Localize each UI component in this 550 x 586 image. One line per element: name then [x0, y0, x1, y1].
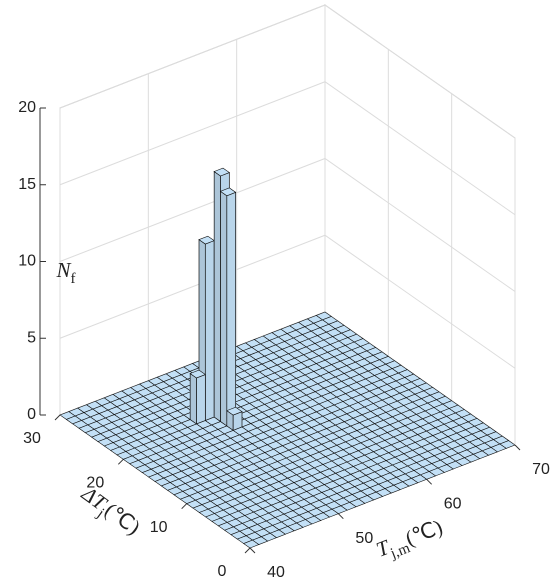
z-tick-label: 20: [18, 99, 36, 116]
bar-front: [204, 240, 215, 422]
x-tick-label: 60: [444, 496, 462, 513]
y-axis-label-part: (℃): [100, 498, 145, 540]
z-tick-label: 5: [27, 329, 36, 346]
z-axis-label: Nf: [55, 258, 75, 288]
bar: [189, 369, 206, 425]
bar-top: [226, 406, 243, 416]
bar-front: [226, 191, 237, 427]
bar: [243, 539, 260, 549]
y-tick: [54, 414, 61, 421]
y-axis-label: ΔTj(℃): [74, 481, 145, 544]
y-tick: [181, 503, 188, 510]
bars: [59, 167, 516, 549]
bar-side: [220, 190, 228, 427]
y-tick-label: 0: [218, 563, 227, 580]
bar-side: [189, 372, 197, 425]
y-tick: [244, 547, 251, 554]
x-tick: [514, 444, 521, 451]
bar-top: [243, 539, 260, 549]
x-tick: [249, 547, 256, 554]
x-tick-label: 70: [532, 461, 550, 478]
bar-top: [189, 369, 206, 379]
walls: [39, 4, 521, 554]
x-axis-label: Tj,m(℃): [373, 514, 448, 566]
z-tick-label: 15: [18, 176, 36, 193]
y-tick-label: 20: [86, 475, 104, 492]
bar-front: [196, 374, 206, 425]
x-tick-label: 50: [355, 530, 373, 547]
bar-top: [219, 187, 237, 197]
x-tick-label: 40: [267, 564, 285, 581]
bar: [219, 187, 237, 427]
z-tick-label: 10: [18, 253, 36, 270]
x-tick: [426, 478, 433, 485]
y-tick-label: 30: [23, 430, 41, 447]
y-tick-label: 10: [150, 519, 168, 536]
bar-top: [198, 235, 215, 245]
bar: [226, 406, 243, 432]
z-axis-label-part: N: [55, 258, 71, 282]
x-tick: [337, 513, 344, 520]
y-tick: [117, 458, 124, 465]
bar-top: [213, 167, 230, 177]
bar-side: [213, 170, 221, 423]
z-tick-label: 0: [27, 406, 36, 423]
z-axis-label-part: f: [71, 271, 76, 287]
x-axis-label-part: j,m: [388, 540, 413, 562]
x-axis-label-part: (℃): [402, 514, 446, 550]
